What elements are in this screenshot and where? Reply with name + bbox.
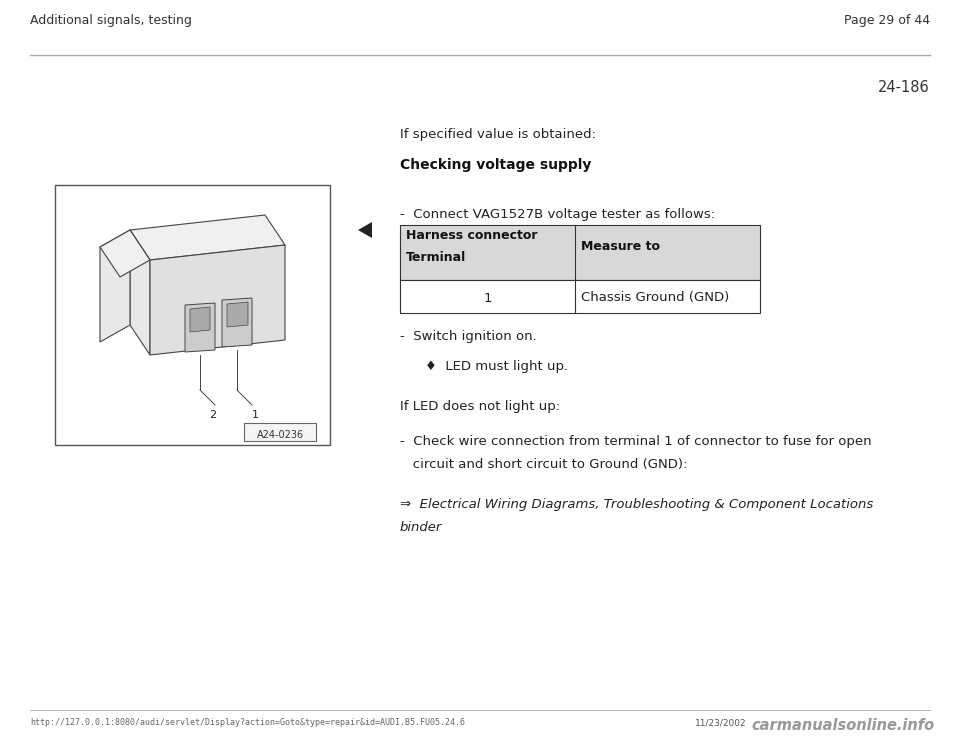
Bar bbox=[400, 280, 760, 313]
Text: 1: 1 bbox=[252, 410, 258, 420]
Text: Additional signals, testing: Additional signals, testing bbox=[30, 14, 192, 27]
Text: Chassis Ground (GND): Chassis Ground (GND) bbox=[581, 292, 730, 304]
Polygon shape bbox=[185, 303, 215, 352]
Polygon shape bbox=[130, 215, 285, 260]
Bar bbox=[400, 225, 760, 280]
Text: Measure to: Measure to bbox=[581, 240, 660, 253]
Text: 11/23/2002: 11/23/2002 bbox=[695, 718, 747, 727]
Polygon shape bbox=[130, 230, 150, 355]
Text: binder: binder bbox=[400, 521, 443, 534]
Text: -  Connect VAG1527B voltage tester as follows:: - Connect VAG1527B voltage tester as fol… bbox=[400, 208, 715, 221]
Text: 2: 2 bbox=[209, 410, 217, 420]
Text: 1: 1 bbox=[483, 292, 492, 304]
FancyBboxPatch shape bbox=[244, 423, 316, 441]
Text: ♦  LED must light up.: ♦ LED must light up. bbox=[425, 360, 568, 373]
Text: http://127.0.0.1:8080/audi/servlet/Display?action=Goto&type=repair&id=AUDI.B5.FU: http://127.0.0.1:8080/audi/servlet/Displ… bbox=[30, 718, 465, 727]
Polygon shape bbox=[227, 302, 248, 327]
Polygon shape bbox=[150, 245, 285, 355]
Text: ⇒  Electrical Wiring Diagrams, Troubleshooting & Component Locations: ⇒ Electrical Wiring Diagrams, Troublesho… bbox=[400, 498, 874, 511]
Polygon shape bbox=[190, 307, 210, 332]
Bar bbox=[55, 185, 330, 445]
Text: A24-0236: A24-0236 bbox=[256, 430, 303, 440]
Text: 24-186: 24-186 bbox=[878, 80, 930, 95]
Text: carmanualsonline.info: carmanualsonline.info bbox=[752, 718, 935, 733]
Text: Page 29 of 44: Page 29 of 44 bbox=[844, 14, 930, 27]
Text: If LED does not light up:: If LED does not light up: bbox=[400, 400, 560, 413]
Polygon shape bbox=[358, 222, 372, 238]
Polygon shape bbox=[222, 298, 252, 347]
Polygon shape bbox=[100, 230, 130, 342]
Text: Harness connector: Harness connector bbox=[406, 229, 538, 242]
Text: -  Switch ignition on.: - Switch ignition on. bbox=[400, 330, 537, 343]
Text: If specified value is obtained:: If specified value is obtained: bbox=[400, 128, 596, 141]
Text: circuit and short circuit to Ground (GND):: circuit and short circuit to Ground (GND… bbox=[400, 458, 687, 471]
Text: -  Check wire connection from terminal 1 of connector to fuse for open: - Check wire connection from terminal 1 … bbox=[400, 435, 872, 448]
Polygon shape bbox=[100, 230, 150, 277]
Text: Checking voltage supply: Checking voltage supply bbox=[400, 158, 591, 172]
Text: Terminal: Terminal bbox=[406, 251, 467, 264]
